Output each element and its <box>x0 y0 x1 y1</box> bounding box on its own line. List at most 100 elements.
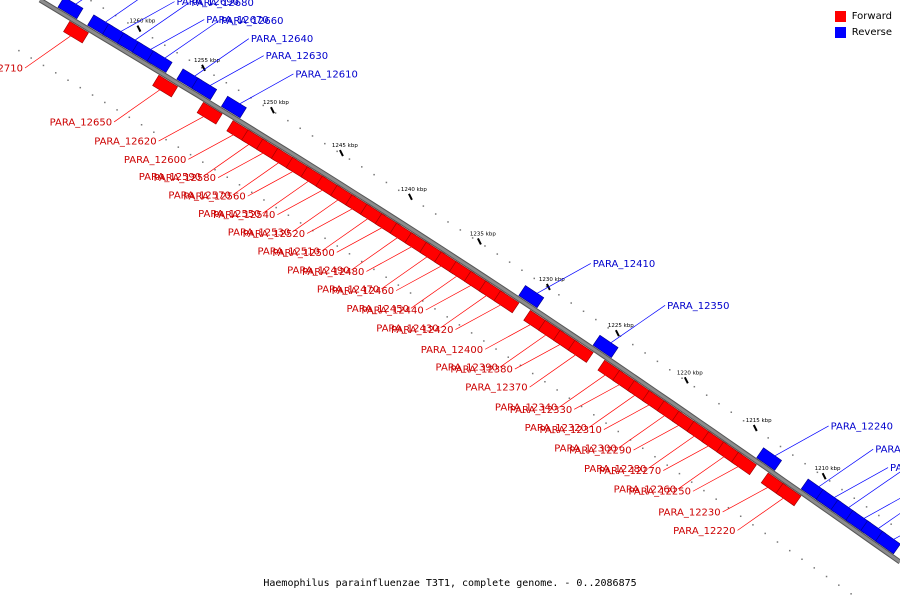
scale-dot <box>792 454 794 456</box>
scale-dot <box>890 523 892 525</box>
scale-dot <box>804 463 806 465</box>
scale-dot <box>509 261 511 263</box>
tick-label: 1240 kbp <box>401 187 427 193</box>
track-dot <box>777 541 779 543</box>
scale-dot <box>484 245 486 247</box>
gene-leader-line <box>829 468 889 501</box>
scale-dot <box>398 190 400 192</box>
scale-dot <box>570 302 572 304</box>
gene-leader-line <box>366 244 417 272</box>
scale-dot <box>472 237 474 239</box>
track-dot <box>239 184 241 186</box>
tick-mark <box>754 425 757 431</box>
forward-swatch <box>835 11 846 22</box>
gene-label: PARA_12520 <box>243 229 305 240</box>
scale-dot <box>718 403 720 405</box>
scale-dot <box>644 352 646 354</box>
track-dot <box>165 139 167 141</box>
scale-dot <box>681 377 683 379</box>
scale-dot <box>373 174 375 176</box>
track-dot <box>300 222 302 224</box>
gene-label: PARA_12620 <box>94 137 156 148</box>
track-dot <box>850 593 852 595</box>
gene-label: PARA_12460 <box>332 286 394 297</box>
gene-label: PARA_12680 <box>191 0 253 9</box>
gene-label: PARA_12240 <box>831 421 893 432</box>
gene-label: PARA_12220 <box>673 526 735 537</box>
track-dot <box>703 490 705 492</box>
gene-leader-line <box>203 141 254 177</box>
caption: Haemophilus parainfluenzae T3T1, complet… <box>0 578 900 589</box>
gene-leader-line <box>769 426 829 459</box>
scale-dot <box>521 270 523 272</box>
scale-dot <box>780 446 782 448</box>
gene-leader-line <box>396 263 447 291</box>
scale-dot <box>447 221 449 223</box>
gene-label: PARA_12200 <box>890 463 900 474</box>
track-dot <box>410 292 412 294</box>
gene-label: PARA_12610 <box>295 69 357 80</box>
gene-label: PARA_12250 <box>629 487 691 498</box>
gene-leader-line <box>441 292 492 328</box>
track-dot <box>605 422 607 424</box>
scale-dot <box>287 120 289 122</box>
track-dot <box>190 154 192 156</box>
track-dot <box>18 50 20 52</box>
gene-leader-line <box>843 470 900 511</box>
gene-leader-line <box>693 463 744 491</box>
gene-leader-line <box>337 225 388 253</box>
tick-label: 1220 kbp <box>677 370 703 376</box>
gene-leader-line <box>858 488 900 521</box>
gene-label: PARA_12310 <box>539 425 601 436</box>
gene-label: PARA_12210 <box>875 445 900 456</box>
track-dot <box>532 373 534 375</box>
scale-dot <box>152 37 154 39</box>
gene-leader-line <box>574 382 625 410</box>
scale-dot <box>164 45 166 47</box>
scale-dot <box>497 253 499 255</box>
gene-leader-line <box>455 302 506 330</box>
scale-dot <box>534 278 536 280</box>
track-dot <box>30 57 32 59</box>
track-dot <box>654 456 656 458</box>
scale-dot <box>731 411 733 413</box>
scale-dot <box>189 59 191 61</box>
track-dot <box>593 414 595 416</box>
gene-label: PARA_12380 <box>450 365 512 376</box>
track-dot <box>275 207 277 209</box>
gene-leader-line <box>723 484 774 512</box>
track-dot <box>178 146 180 148</box>
gene-leader-line <box>411 272 462 308</box>
scale-dot <box>632 344 634 346</box>
track-dot <box>92 94 94 96</box>
tick-label: 1225 kbp <box>608 323 634 329</box>
track-dot <box>227 176 229 178</box>
track-dot <box>740 516 742 518</box>
gene-leader-line <box>559 371 610 407</box>
track-dot <box>666 464 668 466</box>
track-dot <box>581 406 583 408</box>
gene-label: PARA_12230 <box>658 507 720 518</box>
scale-dot <box>743 420 745 422</box>
gene-label: PARA_12350 <box>667 301 729 312</box>
track-dot <box>556 389 558 391</box>
track-dot <box>385 276 387 278</box>
gene-leader-line <box>426 282 477 310</box>
track-dot <box>202 161 204 163</box>
tick-mark <box>409 194 412 200</box>
track-dot <box>471 332 473 334</box>
gene-label: PARA_12640 <box>251 34 313 45</box>
scale-dot <box>361 166 363 168</box>
gene-label: PARA_12440 <box>361 306 423 317</box>
track-dot <box>764 533 766 535</box>
track-dot <box>801 559 803 561</box>
scale-dot <box>324 143 326 145</box>
gene-leader-line <box>604 402 655 430</box>
reverse-swatch <box>835 27 846 38</box>
gene-leader-line <box>515 341 566 369</box>
legend-label-forward: Forward <box>852 11 892 22</box>
track-dot <box>544 381 546 383</box>
tick-label: 1215 kbp <box>746 418 772 424</box>
scale-dot <box>103 7 105 9</box>
